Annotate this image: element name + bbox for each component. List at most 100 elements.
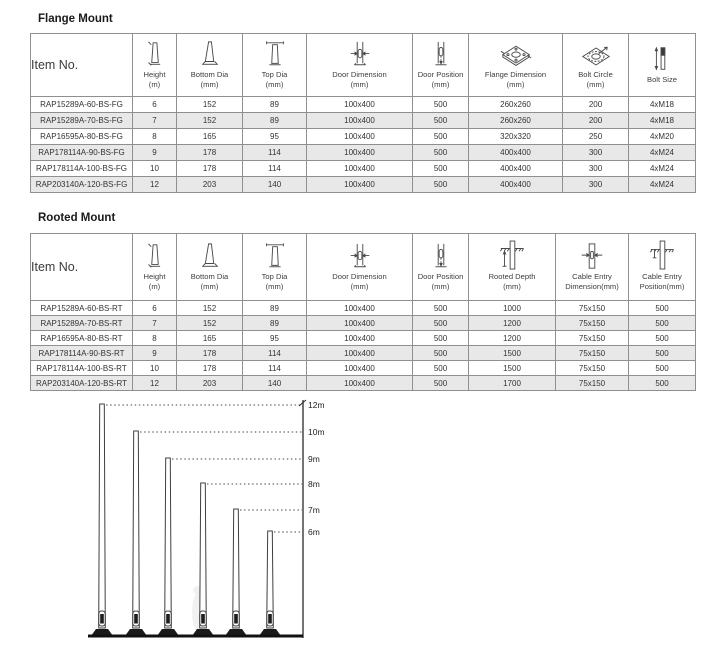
table-row: RAP203140A-120-BS-FG 12 203 140 100x400 500 40… (30, 176, 696, 193)
item-no-cell: RAP178114A-100-BS-RT (30, 360, 133, 376)
spec-cell: 12 (132, 375, 177, 391)
spec-cell: 500 (412, 345, 469, 361)
spec-cell: 178 (176, 160, 243, 177)
spec-cell: 12 (132, 176, 177, 193)
flange-table-header: Item No. Height (m) Bottom Dia (mm) Top Dia (m… (30, 33, 696, 97)
pole (164, 457, 172, 629)
spec-cell: 500 (412, 128, 469, 145)
item-no-cell: RAP15289A-70-BS-FG (30, 112, 133, 129)
spec-cell: 300 (562, 144, 629, 161)
spec-cell: 4xM18 (628, 112, 696, 129)
cable-entry-position-icon (648, 240, 676, 271)
column-header: Top Dia (mm) (242, 233, 307, 301)
table-row: RAP16595A-80-BS-FG 8 165 95 100x400 500 320x32… (30, 128, 696, 145)
spec-cell: 75x150 (555, 330, 629, 346)
spec-cell: 203 (176, 176, 243, 193)
rooted-table-header: Item No. Height (m) Bottom Dia (mm) Top Dia (m… (30, 233, 696, 301)
table-row: RAP178114A-100-BS-RT 10 178 114 100x400 500 15… (30, 360, 696, 376)
spec-cell: 100x400 (306, 144, 413, 161)
spec-cell: 1500 (468, 360, 556, 376)
spec-cell: 1000 (468, 300, 556, 316)
table-row: RAP178114A-100-BS-FG 10 178 114 100x400 500 40… (30, 160, 696, 177)
pole (232, 508, 240, 629)
height-label: 9m (308, 454, 320, 464)
bolt-circle-icon (580, 41, 612, 69)
cable-entry-dimension-icon (578, 243, 606, 271)
spec-cell: 100x400 (306, 375, 413, 391)
column-header: Cable Entry Dimension(mm) (555, 233, 629, 301)
spec-cell: 75x150 (555, 315, 629, 331)
spec-cell: 114 (242, 160, 307, 177)
spec-cell: 178 (176, 345, 243, 361)
pole-base (225, 629, 247, 636)
spec-cell: 165 (176, 128, 243, 145)
top-dia-icon (261, 243, 289, 271)
column-header: Height (m) (132, 33, 177, 97)
spec-cell: 500 (412, 360, 469, 376)
column-label: Bottom Dia (190, 272, 229, 281)
pole-base (91, 629, 113, 636)
column-unit: (mm) (265, 282, 284, 291)
column-header: Bottom Dia (mm) (176, 233, 243, 301)
spec-cell: 1500 (468, 345, 556, 361)
pole-height-diagram: 12m 10m 9m 8m 7m 6m (88, 399, 325, 638)
flange-table-body: RAP15289A-60-BS-FG 6 152 89 100x400 500 260x26… (30, 96, 696, 193)
column-unit: (mm) (350, 80, 369, 89)
column-label: Door Dimension (332, 272, 387, 281)
spec-cell: 500 (412, 160, 469, 177)
item-no-cell: RAP178114A-100-BS-FG (30, 160, 133, 177)
rooted-mount-title: Rooted Mount (38, 212, 116, 224)
spec-cell: 100x400 (306, 360, 413, 376)
spec-cell: 75x150 (555, 300, 629, 316)
pole-door-panel (234, 614, 238, 624)
pole (98, 403, 106, 629)
table-row: RAP15289A-70-BS-FG 7 152 89 100x400 500 260x26… (30, 112, 696, 129)
height-icon (141, 243, 169, 271)
column-label: Cable Entry (572, 272, 612, 281)
column-unit: (mm) (431, 282, 450, 291)
column-label: Top Dia (261, 70, 288, 79)
pole (266, 530, 274, 629)
column-label: Rooted Depth (488, 272, 536, 281)
column-label: Cable Entry (642, 272, 682, 281)
spec-cell: 500 (628, 375, 696, 391)
item-no-cell: RAP15289A-60-BS-FG (30, 96, 133, 113)
spec-cell: 400x400 (468, 176, 563, 193)
spec-cell: 4xM24 (628, 144, 696, 161)
spec-cell: 7 (132, 315, 177, 331)
spec-cell: 152 (176, 300, 243, 316)
top-dia-icon (261, 41, 289, 69)
spec-cell: 75x150 (555, 360, 629, 376)
table-row: RAP178114A-90-BS-FG 9 178 114 100x400 500 400x… (30, 144, 696, 161)
item-no-header: Item No. (30, 233, 133, 301)
spec-cell: 100x400 (306, 330, 413, 346)
item-no-cell: RAP178114A-90-BS-RT (30, 345, 133, 361)
spec-cell: 1200 (468, 315, 556, 331)
spec-cell: 260x260 (468, 112, 563, 129)
column-header: Door Position (mm) (412, 33, 469, 97)
column-label: Height (143, 272, 166, 281)
spec-cell: 95 (242, 128, 307, 145)
spec-cell: 89 (242, 96, 307, 113)
column-unit: (mm) (586, 80, 605, 89)
table-row: RAP15289A-60-BS-RT 6 152 89 100x400 500 1000 75… (30, 300, 696, 316)
pole (132, 430, 140, 629)
item-no-cell: RAP15289A-60-BS-RT (30, 300, 133, 316)
column-label: Bottom Dia (190, 70, 229, 79)
spec-cell: 75x150 (555, 375, 629, 391)
spec-cell: 200 (562, 112, 629, 129)
watermark (193, 586, 201, 594)
column-unit: Dimension(mm) (565, 282, 619, 291)
column-header: Bolt Size (628, 33, 696, 97)
spec-cell: 9 (132, 144, 177, 161)
bottom-dia-icon (196, 243, 224, 271)
pole-door-panel (166, 614, 170, 624)
spec-cell: 9 (132, 345, 177, 361)
spec-cell: 300 (562, 176, 629, 193)
spec-cell: 4xM24 (628, 160, 696, 177)
door-position-icon (427, 243, 455, 271)
spec-cell: 1200 (468, 330, 556, 346)
spec-cell: 100x400 (306, 160, 413, 177)
column-header: Door Position (mm) (412, 233, 469, 301)
